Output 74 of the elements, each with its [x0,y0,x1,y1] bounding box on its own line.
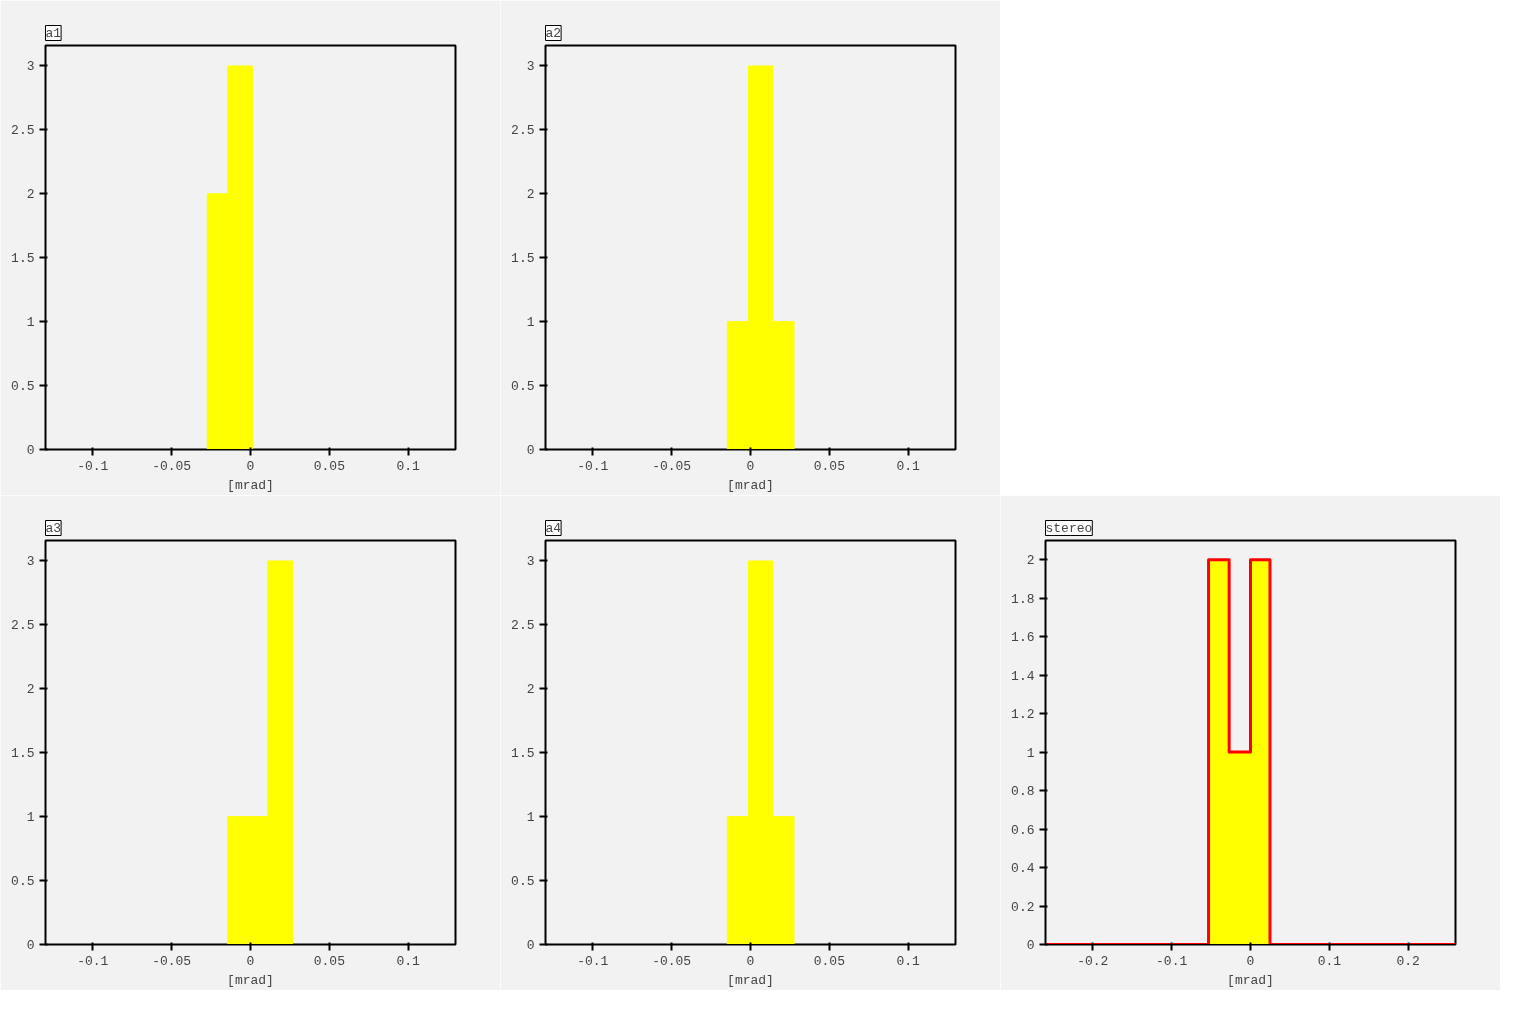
x-tick-label: -0.2 [1077,953,1109,969]
y-tick-label: 0.4 [1011,861,1035,877]
y-tick-label: 3 [526,554,535,570]
y-tick-label: 0 [526,443,535,458]
x-axis-title: [mrad] [727,477,774,493]
x-tick-label: -0.05 [652,458,692,474]
x-tick-label: 0 [746,458,755,474]
x-tick-label: -0.1 [77,458,109,474]
x-tick-label: -0.1 [577,458,609,474]
y-tick-label: 0.5 [11,379,35,395]
y-tick-label: 0.5 [11,874,35,890]
y-tick-label: 1.6 [1011,630,1035,646]
y-tick-label: 3 [26,554,35,570]
x-axis-title: [mrad] [227,972,274,988]
x-tick-label: 0 [746,953,755,969]
x-tick-label: 0 [1246,953,1255,969]
x-tick-label: 0.1 [896,953,921,969]
y-tick-label: 3 [526,59,535,75]
x-tick-label: 0.05 [813,458,845,474]
x-tick-label: 0.05 [813,953,845,969]
y-tick-label: 1 [26,315,35,331]
x-tick-label: -0.05 [152,953,192,969]
x-tick-label: 0.05 [313,458,345,474]
y-tick-label: 2 [526,682,535,698]
x-tick-label: -0.1 [577,953,609,969]
chart-title: a3 [45,520,62,536]
x-tick-label: 0 [246,953,255,969]
x-tick-label: -0.1 [1156,953,1188,969]
x-tick-label: 0.1 [896,458,921,474]
chart-title: stereo [1045,520,1093,536]
y-tick-label: 1 [526,810,535,826]
y-tick-label: 1.4 [1011,668,1035,684]
x-axis-title: [mrad] [1227,972,1274,988]
y-tick-label: 1.8 [1011,591,1035,607]
y-tick-label: 0 [1026,938,1035,953]
x-tick-label: 0.1 [396,953,421,969]
x-tick-label: 0.05 [313,953,345,969]
y-tick-label: 0 [26,938,35,953]
chart-title: a1 [45,25,62,41]
y-tick-label: 2 [26,682,35,698]
x-tick-label: 0.1 [396,458,421,474]
y-tick-label: 2.5 [511,618,535,634]
x-axis-title: [mrad] [727,972,774,988]
x-tick-label: 0 [246,458,255,474]
y-tick-label: 0 [526,938,535,953]
y-tick-label: 0.5 [511,379,535,395]
y-tick-label: 1.5 [511,251,535,267]
chart-title: a4 [545,520,562,536]
y-tick-label: 2 [526,187,535,203]
y-tick-label: 0.5 [511,874,535,890]
y-tick-label: 3 [26,59,35,75]
y-tick-label: 0.6 [1011,822,1035,838]
x-tick-label: -0.05 [152,458,192,474]
x-tick-label: 0.1 [1317,953,1342,969]
x-tick-label: -0.1 [77,953,109,969]
y-tick-label: 1.5 [11,746,35,762]
y-tick-label: 1.5 [511,746,535,762]
y-tick-label: 2.5 [11,618,35,634]
y-tick-label: 1 [26,810,35,826]
x-axis-title: [mrad] [227,477,274,493]
y-tick-label: 2 [1026,553,1035,569]
y-tick-label: 2.5 [11,123,35,139]
y-tick-label: 1 [1026,745,1035,761]
y-tick-label: 0 [26,443,35,458]
y-tick-label: 1.2 [1011,707,1035,723]
x-tick-label: 0.2 [1396,953,1420,969]
x-tick-label: -0.05 [652,953,692,969]
chart-title: a2 [545,25,562,41]
y-tick-label: 1.5 [11,251,35,267]
y-tick-label: 2 [26,187,35,203]
y-tick-label: 0.2 [1011,899,1035,915]
y-tick-label: 2.5 [511,123,535,139]
y-tick-label: 1 [526,315,535,331]
y-tick-label: 0.8 [1011,784,1035,800]
